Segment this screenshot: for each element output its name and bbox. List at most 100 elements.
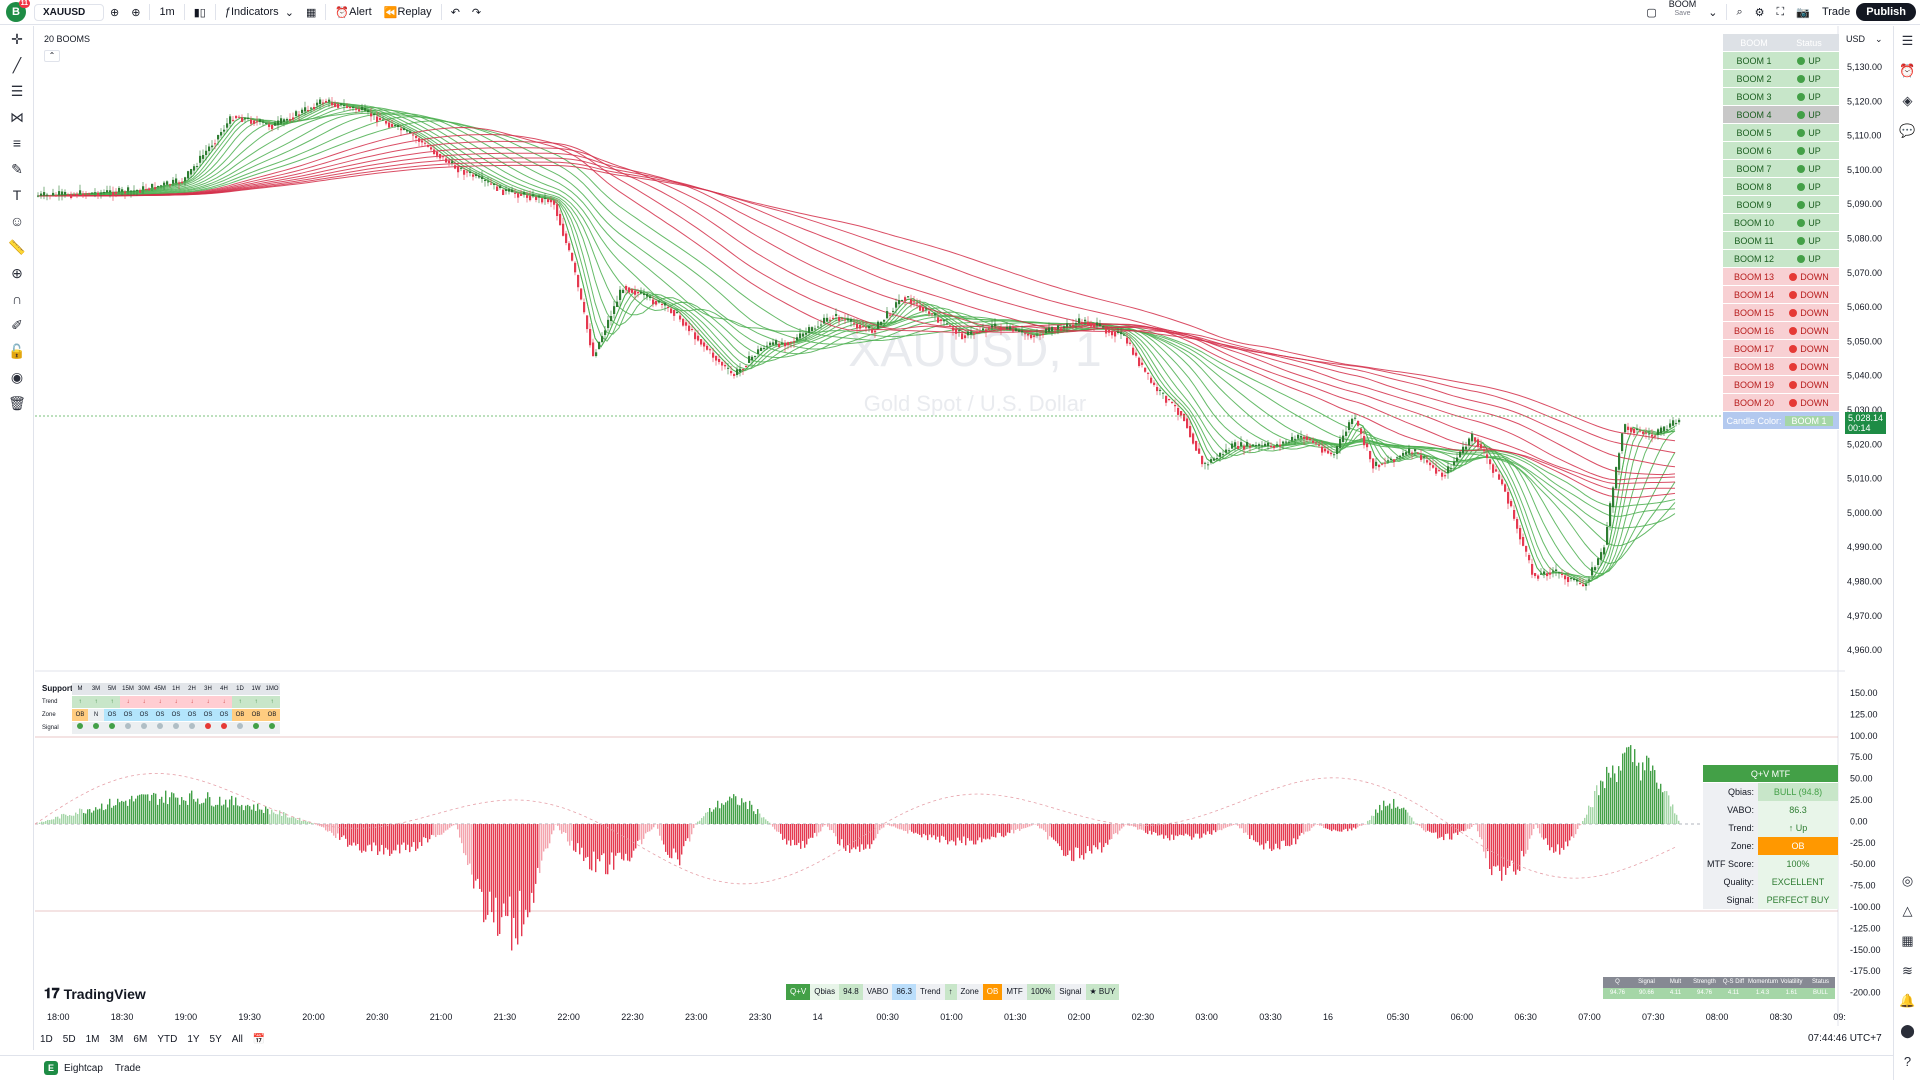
range-button-1d[interactable]: 1D — [40, 1033, 53, 1045]
osc-bar — [281, 815, 283, 824]
osc-bar — [429, 824, 431, 840]
divider — [1726, 4, 1728, 20]
zoom-in-icon[interactable]: ⊕ — [11, 264, 23, 281]
settings-gear-icon[interactable]: ⚙ — [1754, 6, 1765, 19]
osc-bar — [1077, 824, 1079, 848]
redo-icon[interactable]: ↷ — [471, 6, 482, 19]
symbol-search[interactable]: XAUUSD — [34, 3, 104, 21]
fullscreen-icon[interactable]: ⛶ — [1776, 5, 1785, 18]
target-icon[interactable]: ◎ — [1901, 873, 1914, 888]
pattern-icon[interactable]: ⋈ — [10, 108, 24, 125]
chevron-down-icon[interactable]: ⌄ — [1708, 6, 1718, 19]
tradingview-logo[interactable]: 𝟏𝟕 TradingView — [44, 985, 146, 1002]
candle — [847, 318, 850, 321]
trade-button[interactable]: Trade — [1821, 6, 1851, 18]
osc-bar — [499, 824, 501, 934]
ruler-icon[interactable]: 📏 — [8, 238, 26, 255]
magnet-icon[interactable]: ∩ — [11, 291, 23, 307]
add-symbol-icon[interactable]: ⊕ — [131, 6, 141, 19]
osc-bar — [1277, 824, 1279, 849]
boom-ma-line[interactable] — [37, 120, 1676, 508]
qv-row: Quality: EXCELLENT — [1703, 872, 1838, 891]
broker-name[interactable]: Eightcap — [64, 1062, 103, 1074]
triangle-icon[interactable]: △ — [1902, 903, 1913, 918]
lock-drawing-icon[interactable]: ✐ — [11, 316, 23, 333]
boom-ma-line[interactable] — [37, 126, 1676, 499]
candle — [1000, 327, 1003, 331]
boom-ma-line[interactable] — [36, 102, 1676, 581]
crosshair-icon[interactable]: ✛ — [11, 30, 23, 47]
range-button-1y[interactable]: 1Y — [187, 1033, 200, 1045]
calendar-icon[interactable]: ▦ — [1901, 933, 1914, 948]
range-button-3m[interactable]: 3M — [109, 1033, 124, 1045]
boom-ma-line[interactable] — [37, 157, 1676, 468]
range-button-5y[interactable]: 5Y — [209, 1033, 222, 1045]
interval-button[interactable]: 1m — [159, 6, 175, 18]
osc-bar — [1149, 824, 1151, 831]
range-button-ytd[interactable]: YTD — [157, 1033, 178, 1045]
candle — [787, 342, 790, 346]
text-icon[interactable]: T — [12, 187, 22, 203]
camera-icon[interactable]: 📷 — [1796, 6, 1810, 19]
price-axis-label: 4,960.00 — [1847, 645, 1882, 655]
candle — [1219, 452, 1222, 457]
range-button-6m[interactable]: 6M — [133, 1033, 148, 1045]
boom-ma-line[interactable] — [37, 147, 1676, 481]
osc-bar — [51, 819, 53, 824]
candle — [1657, 429, 1660, 435]
lock-icon[interactable]: 🔓 — [8, 342, 26, 359]
range-button-5d[interactable]: 5D — [62, 1033, 76, 1045]
watchlist-icon[interactable]: ☰ — [1901, 33, 1914, 48]
boom-ma-line[interactable] — [37, 116, 1676, 517]
eye-icon[interactable]: ◉ — [10, 368, 24, 385]
boom-ma-line[interactable] — [36, 103, 1676, 579]
compare-icon[interactable]: ⊕ — [110, 6, 120, 19]
candle — [721, 362, 724, 366]
publish-button[interactable]: Publish — [1856, 3, 1916, 21]
undo-icon[interactable]: ↶ — [450, 6, 460, 19]
news-icon[interactable]: ≋ — [1902, 963, 1913, 978]
boom-ma-line[interactable] — [36, 101, 1676, 585]
collapse-legend-button[interactable]: ⌃ — [44, 50, 60, 62]
currency-selector[interactable]: USD ⌄ — [1846, 34, 1883, 45]
boom-ma-line[interactable] — [37, 152, 1676, 476]
chat-icon[interactable]: 💬 — [1899, 123, 1916, 138]
horizontal-lines-icon[interactable]: ☰ — [10, 82, 24, 99]
templates-icon[interactable]: ▦ — [306, 6, 317, 19]
candle — [175, 178, 178, 183]
apps-grid-icon[interactable]: ⬤ — [1900, 1023, 1915, 1038]
emoji-icon[interactable]: ☺ — [9, 213, 25, 229]
bell-icon[interactable]: 🔔 — [1899, 993, 1916, 1008]
trend-line-icon[interactable]: ╱ — [12, 56, 22, 73]
layout-menu[interactable]: BOOM Save — [1663, 0, 1703, 25]
fullscreen-toggle-icon[interactable]: ▢ — [1646, 6, 1657, 19]
boom-ma-line[interactable] — [37, 140, 1676, 485]
help-icon[interactable]: ? — [1903, 1053, 1912, 1069]
replay-button[interactable]: ⏪ Replay — [378, 0, 438, 25]
alarm-clock-icon[interactable]: ⏰ — [1899, 63, 1916, 78]
user-avatar[interactable]: B 11 — [6, 0, 30, 22]
time-axis-label: 14 — [813, 1012, 823, 1022]
boom-ma-line[interactable] — [37, 161, 1676, 454]
indicators-button[interactable]: ƒ Indicators ⌄ — [219, 0, 300, 25]
trash-icon[interactable]: 🗑 — [8, 394, 26, 411]
boom-ma-line[interactable] — [37, 133, 1675, 491]
candle — [1294, 438, 1297, 440]
support-zone-cell: OS — [120, 708, 136, 721]
calendar-goto-icon[interactable]: 📅 — [252, 1033, 266, 1045]
osc-bar — [45, 820, 47, 824]
candle — [274, 122, 277, 126]
brush-icon[interactable]: ✎ — [11, 160, 23, 177]
candle-type-icon[interactable]: ▮▯ — [193, 6, 206, 19]
quick-search-icon[interactable]: ⌕ — [1736, 5, 1743, 18]
range-button-1m[interactable]: 1M — [85, 1033, 100, 1045]
layers-icon[interactable]: ◈ — [1902, 93, 1913, 108]
fib-icon[interactable]: ≡ — [12, 135, 22, 151]
alert-button[interactable]: ⏰ Alert — [329, 0, 377, 25]
candle — [1417, 452, 1420, 454]
broker-trade-tab[interactable]: Trade — [114, 1062, 141, 1074]
boom-ma-line[interactable] — [37, 164, 1676, 442]
range-button-all[interactable]: All — [231, 1033, 243, 1045]
candle — [763, 347, 766, 349]
